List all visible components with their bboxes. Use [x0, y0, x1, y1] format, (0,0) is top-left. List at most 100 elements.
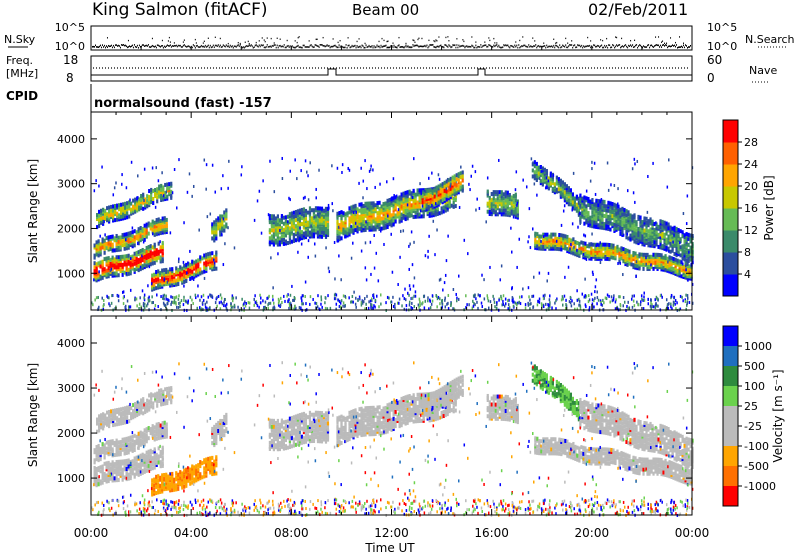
power-cell-2279	[590, 248, 593, 253]
noise-point-569	[660, 44, 662, 47]
power-noise-179	[304, 195, 306, 199]
power-noise-499	[530, 157, 533, 161]
power-cell-2916	[613, 208, 616, 213]
power-cell-2028	[496, 196, 499, 201]
power-cell-2918	[613, 202, 616, 207]
power-noise-442	[141, 289, 144, 293]
power-cell-1653	[416, 208, 419, 213]
power-cell-1649	[414, 194, 417, 199]
power-cell-2384	[626, 252, 629, 257]
power-clutter-397	[508, 298, 510, 302]
noise-point-372	[463, 45, 465, 48]
noise-spike-91	[182, 41, 184, 43]
power-cell-237	[159, 245, 162, 250]
power-cell-1627	[410, 195, 413, 200]
power-cell-3225	[677, 246, 680, 251]
power-noise-8	[437, 173, 440, 177]
power-cell-473	[102, 211, 105, 216]
power-cell-2802	[591, 206, 594, 211]
power-cell-2747	[579, 193, 582, 198]
power-clutter-150	[468, 303, 470, 307]
power-cell-607	[150, 200, 153, 205]
power-noise-384	[399, 229, 402, 233]
power-cell-1429	[372, 219, 375, 224]
power-cell-1526	[390, 201, 393, 206]
power-cell-2764	[583, 203, 586, 208]
power-noise-12	[617, 202, 619, 206]
power-noise-410	[617, 187, 619, 191]
power-cell-2903	[611, 214, 614, 219]
power-cell-1113	[302, 225, 306, 230]
noise-point-332	[423, 45, 425, 48]
power-clutter-337	[221, 302, 224, 306]
noise-point-591	[682, 46, 684, 49]
power-cell-182	[143, 253, 146, 258]
power-clutter-91	[403, 297, 406, 301]
power-cell-3285	[689, 233, 692, 238]
power-cell-8	[95, 278, 98, 283]
power-cell-37	[103, 267, 106, 272]
power-cell-1038	[288, 228, 292, 233]
power-cell-2837	[597, 203, 600, 208]
noise-point-367	[458, 44, 460, 47]
power-cell-818	[197, 272, 200, 277]
power-cell-3086	[647, 219, 650, 224]
noise-point-555	[646, 46, 648, 48]
power-cell-1655	[416, 202, 419, 207]
power-cell-239	[161, 257, 164, 262]
noise-point-76	[167, 45, 169, 47]
power-cell-1245	[326, 218, 330, 223]
power-cell-126	[127, 255, 130, 260]
noise-point-348	[439, 45, 441, 47]
power-cell-2508	[668, 259, 671, 264]
power-cell-423	[157, 223, 160, 228]
power-clutter-28	[618, 295, 620, 299]
power-cell-549	[128, 204, 131, 209]
power-cell-755	[177, 267, 180, 272]
power-cell-2486	[662, 265, 665, 270]
power-noise-42	[478, 206, 481, 210]
power-cell-2140	[542, 238, 545, 243]
power-cell-1337	[354, 217, 357, 222]
power-cell-763	[181, 278, 184, 283]
noise-point-526	[617, 45, 619, 47]
power-cell-2284	[592, 250, 595, 255]
noise-point-387	[478, 45, 480, 48]
power-clutter-100	[266, 296, 268, 300]
power-cell-1574	[400, 200, 403, 205]
noise-point-403	[494, 45, 496, 48]
power-cell-829	[199, 255, 202, 260]
power-cell-511	[116, 211, 119, 216]
power-cell-1067	[294, 238, 298, 243]
power-cell-3245	[681, 234, 684, 239]
power-clutter-271	[217, 294, 220, 298]
power-cell-2118	[534, 239, 537, 244]
power-cell-1015	[282, 215, 286, 220]
power-cell-2328	[606, 246, 609, 251]
power-cell-54	[107, 258, 110, 263]
power-cell-2604	[539, 181, 542, 186]
power-cell-2506	[668, 263, 671, 268]
noise-point-328	[419, 45, 421, 48]
noise-spike-111	[202, 42, 204, 44]
noise-point-150	[241, 46, 243, 49]
power-cell-1529	[392, 222, 395, 227]
power-noise-111	[547, 179, 550, 183]
power-cell-2716	[571, 198, 574, 203]
noise-point-397	[488, 44, 490, 46]
power-cell-200	[147, 245, 150, 250]
power-cell-2156	[548, 246, 551, 251]
power-cell-3152	[663, 244, 666, 249]
power-noise-73	[631, 167, 634, 171]
power-cell-2846	[599, 209, 602, 214]
power-cell-2596	[535, 167, 538, 172]
noise-point-443	[534, 45, 536, 48]
power-cell-2302	[598, 252, 601, 257]
power-cell-878	[211, 236, 214, 241]
power-noise-465	[410, 230, 413, 234]
power-cell-389	[145, 234, 148, 239]
power-cell-2689	[563, 182, 566, 187]
power-cell-3189	[671, 246, 674, 251]
power-cell-2782	[587, 211, 590, 216]
power-cell-1039	[288, 226, 292, 231]
